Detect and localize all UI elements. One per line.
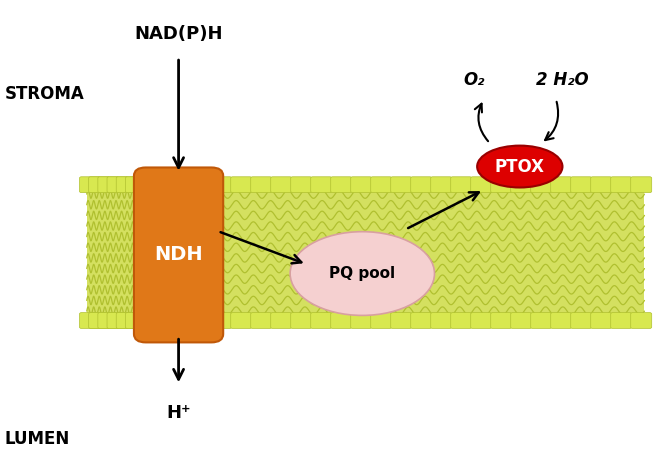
FancyBboxPatch shape	[530, 313, 552, 329]
FancyBboxPatch shape	[125, 177, 146, 193]
FancyBboxPatch shape	[590, 177, 612, 193]
Text: O₂: O₂	[463, 72, 484, 89]
FancyBboxPatch shape	[451, 313, 472, 329]
FancyBboxPatch shape	[271, 313, 292, 329]
FancyBboxPatch shape	[116, 177, 137, 193]
FancyBboxPatch shape	[107, 177, 128, 193]
FancyBboxPatch shape	[211, 177, 232, 193]
FancyBboxPatch shape	[471, 313, 492, 329]
Text: NDH: NDH	[154, 245, 203, 264]
Text: H⁺: H⁺	[166, 404, 191, 422]
FancyBboxPatch shape	[371, 313, 391, 329]
FancyBboxPatch shape	[250, 177, 272, 193]
FancyBboxPatch shape	[89, 177, 109, 193]
FancyBboxPatch shape	[311, 177, 331, 193]
FancyBboxPatch shape	[231, 177, 252, 193]
FancyBboxPatch shape	[351, 177, 372, 193]
FancyBboxPatch shape	[134, 168, 223, 343]
FancyBboxPatch shape	[98, 313, 119, 329]
FancyBboxPatch shape	[391, 313, 412, 329]
FancyBboxPatch shape	[471, 177, 492, 193]
FancyBboxPatch shape	[116, 313, 137, 329]
FancyBboxPatch shape	[530, 177, 552, 193]
FancyBboxPatch shape	[291, 177, 312, 193]
Ellipse shape	[477, 146, 563, 188]
FancyBboxPatch shape	[80, 177, 100, 193]
FancyBboxPatch shape	[231, 313, 252, 329]
FancyBboxPatch shape	[351, 313, 372, 329]
Text: PTOX: PTOX	[495, 158, 545, 176]
FancyBboxPatch shape	[371, 177, 391, 193]
FancyBboxPatch shape	[211, 313, 232, 329]
Ellipse shape	[290, 232, 434, 315]
FancyBboxPatch shape	[98, 177, 119, 193]
Text: PQ pool: PQ pool	[330, 266, 395, 281]
FancyBboxPatch shape	[271, 177, 292, 193]
FancyBboxPatch shape	[411, 313, 432, 329]
FancyBboxPatch shape	[291, 313, 312, 329]
Text: 2 H₂O: 2 H₂O	[536, 72, 588, 89]
FancyBboxPatch shape	[511, 313, 532, 329]
FancyBboxPatch shape	[411, 177, 432, 193]
FancyBboxPatch shape	[511, 177, 532, 193]
FancyBboxPatch shape	[391, 177, 412, 193]
FancyBboxPatch shape	[311, 313, 331, 329]
Bar	[87, 178, 645, 327]
Text: NAD(P)H: NAD(P)H	[134, 25, 223, 43]
FancyBboxPatch shape	[551, 177, 572, 193]
FancyBboxPatch shape	[491, 313, 511, 329]
Text: LUMEN: LUMEN	[5, 430, 70, 448]
FancyBboxPatch shape	[590, 313, 612, 329]
FancyBboxPatch shape	[331, 177, 352, 193]
FancyBboxPatch shape	[571, 313, 592, 329]
FancyBboxPatch shape	[491, 177, 511, 193]
Text: STROMA: STROMA	[5, 86, 84, 103]
FancyBboxPatch shape	[107, 313, 128, 329]
FancyBboxPatch shape	[431, 177, 451, 193]
FancyBboxPatch shape	[611, 177, 632, 193]
FancyBboxPatch shape	[89, 313, 109, 329]
FancyBboxPatch shape	[631, 313, 652, 329]
FancyBboxPatch shape	[551, 313, 572, 329]
FancyBboxPatch shape	[631, 177, 652, 193]
FancyBboxPatch shape	[451, 177, 472, 193]
FancyBboxPatch shape	[125, 313, 146, 329]
FancyBboxPatch shape	[80, 313, 100, 329]
FancyBboxPatch shape	[250, 313, 272, 329]
FancyBboxPatch shape	[331, 313, 352, 329]
FancyBboxPatch shape	[431, 313, 451, 329]
FancyBboxPatch shape	[571, 177, 592, 193]
FancyBboxPatch shape	[611, 313, 632, 329]
